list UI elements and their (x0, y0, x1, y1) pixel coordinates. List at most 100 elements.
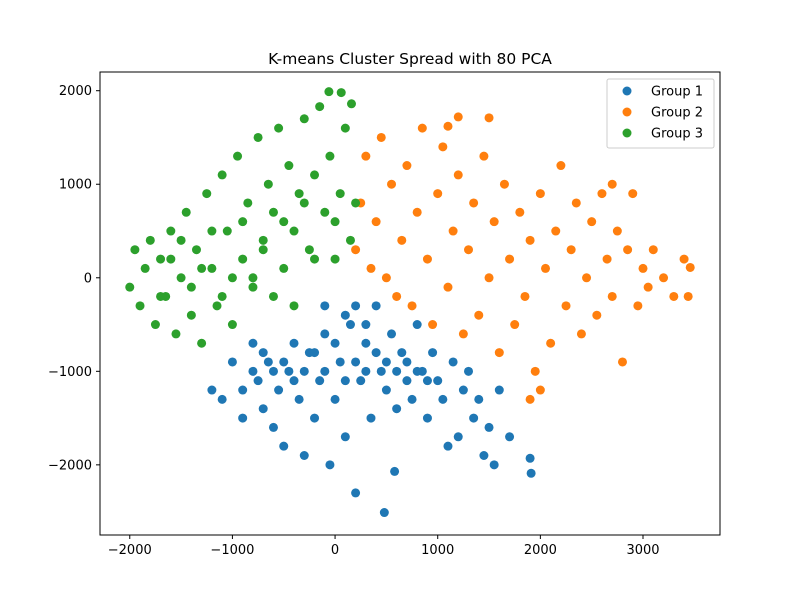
data-point-group-1 (268, 366, 278, 376)
data-point-group-3 (156, 291, 166, 301)
data-point-group-1 (325, 460, 335, 470)
data-point-group-2 (587, 217, 597, 227)
data-point-group-2 (453, 170, 463, 180)
data-point-group-2 (499, 179, 509, 189)
data-point-group-1 (289, 338, 299, 348)
data-point-group-2 (494, 348, 504, 358)
data-point-group-1 (489, 460, 499, 470)
data-point-group-3 (191, 245, 201, 255)
data-point-group-2 (592, 310, 602, 320)
data-point-group-1 (392, 366, 402, 376)
y-tick-label: 1000 (59, 178, 92, 193)
data-point-group-3 (227, 273, 237, 283)
data-point-group-3 (176, 235, 186, 245)
y-tick-label: −2000 (48, 458, 92, 473)
data-point-group-1 (253, 376, 263, 386)
data-point-group-2 (443, 282, 453, 292)
data-point-group-3 (289, 226, 299, 236)
data-point-group-2 (392, 291, 402, 301)
data-point-group-2 (546, 338, 556, 348)
x-tick-label: −1000 (210, 543, 254, 558)
data-point-group-1 (258, 348, 268, 358)
data-point-group-2 (607, 179, 617, 189)
data-point-group-3 (145, 235, 155, 245)
data-point-group-1 (284, 366, 294, 376)
data-point-group-1 (525, 453, 535, 463)
data-point-group-3 (176, 273, 186, 283)
data-point-group-3 (284, 161, 294, 171)
data-point-group-1 (340, 432, 350, 442)
data-point-group-2 (566, 245, 576, 255)
data-point-group-3 (315, 102, 325, 112)
data-point-group-3 (202, 189, 212, 199)
data-point-group-2 (597, 189, 607, 199)
data-point-group-3 (222, 226, 232, 236)
data-point-group-3 (274, 123, 284, 133)
data-point-group-3 (330, 217, 340, 227)
data-point-group-1 (340, 376, 350, 386)
data-point-group-3 (336, 88, 346, 98)
data-point-group-2 (489, 217, 499, 227)
data-point-group-3 (186, 310, 196, 320)
data-point-group-1 (310, 348, 320, 358)
data-point-group-3 (258, 245, 268, 255)
data-point-group-3 (304, 245, 314, 255)
data-point-group-2 (607, 291, 617, 301)
data-point-group-2 (402, 161, 412, 171)
x-tick-label: 2000 (524, 543, 557, 558)
data-point-group-1 (464, 366, 474, 376)
data-point-group-1 (469, 413, 479, 423)
data-point-group-2 (371, 217, 381, 227)
data-point-group-2 (530, 366, 540, 376)
data-point-group-2 (453, 112, 463, 122)
data-point-group-1 (238, 385, 248, 395)
data-point-group-2 (602, 254, 612, 264)
data-point-group-1 (315, 376, 325, 386)
data-point-group-2 (505, 254, 515, 264)
data-point-group-2 (685, 262, 695, 272)
data-point-group-3 (279, 217, 289, 227)
data-point-group-2 (525, 394, 535, 404)
data-point-group-2 (351, 245, 361, 255)
data-point-group-1 (238, 413, 248, 423)
data-point-group-2 (438, 142, 448, 152)
data-point-group-1 (361, 366, 371, 376)
data-point-group-2 (643, 282, 653, 292)
data-point-group-1 (320, 301, 330, 311)
legend-label-group-2: Group 2 (651, 106, 703, 121)
data-point-group-1 (381, 385, 391, 395)
y-tick-label: −1000 (48, 365, 92, 380)
data-point-group-2 (458, 329, 468, 339)
data-point-group-1 (526, 468, 536, 478)
data-point-group-2 (484, 273, 494, 283)
data-point-group-2 (417, 123, 427, 133)
data-point-group-3 (310, 254, 320, 264)
y-axis: −2000 −1000 0 1000 2000 (48, 84, 100, 473)
data-point-group-2 (623, 245, 633, 255)
data-point-group-2 (582, 273, 592, 283)
data-point-group-3 (279, 263, 289, 273)
legend-label-group-1: Group 1 (651, 85, 703, 100)
legend-label-group-3: Group 3 (651, 127, 703, 142)
data-point-group-2 (669, 291, 679, 301)
data-point-group-2 (484, 113, 494, 123)
data-point-group-3 (217, 170, 227, 180)
data-point-group-2 (515, 207, 525, 217)
data-point-group-1 (422, 413, 432, 423)
data-point-group-1 (351, 301, 361, 311)
plot-frame (99, 71, 721, 536)
data-point-group-1 (263, 357, 273, 367)
data-point-group-1 (299, 450, 309, 460)
data-point-group-3 (346, 99, 356, 109)
data-point-group-1 (279, 441, 289, 451)
data-point-group-3 (253, 132, 263, 142)
data-point-group-2 (381, 273, 391, 283)
legend-marker-group-3 (622, 128, 632, 138)
data-point-group-3 (166, 254, 176, 264)
data-point-group-2 (633, 301, 643, 311)
data-point-group-2 (535, 385, 545, 395)
data-point-group-1 (428, 348, 438, 358)
data-point-group-1 (484, 422, 494, 432)
data-point-group-1 (330, 338, 340, 348)
